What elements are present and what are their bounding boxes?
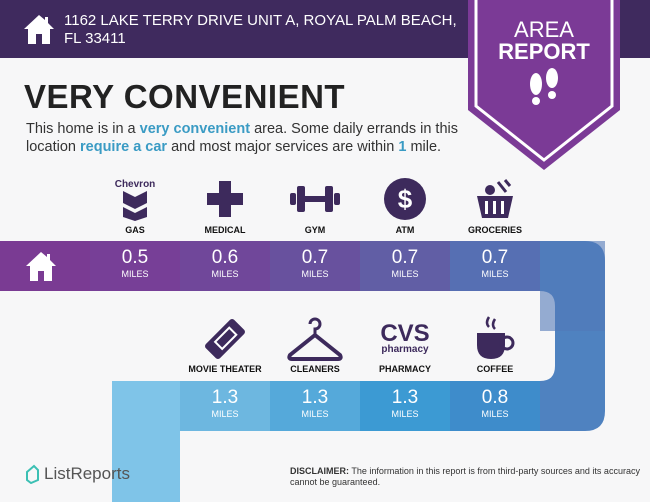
- label-cleaners: CLEANERS: [290, 364, 340, 374]
- label-atm: ATM: [395, 225, 415, 235]
- label-coffee: COFFEE: [476, 364, 514, 374]
- grocery-basket-icon: [450, 175, 540, 223]
- distance-gym: 0.7 MILES: [270, 241, 360, 291]
- distance-groceries: 0.7 MILES: [450, 241, 540, 291]
- badge-line2: REPORT: [498, 39, 590, 64]
- listreports-logo-icon: [26, 464, 39, 484]
- badge-line1: AREA: [514, 17, 574, 42]
- dollar-icon: $: [360, 175, 450, 223]
- label-gas: GAS: [125, 225, 145, 235]
- ticket-icon: [180, 315, 270, 363]
- svg-text:pharmacy: pharmacy: [381, 344, 429, 355]
- label-gym: GYM: [304, 225, 326, 235]
- area-report-badge: AREA REPORT: [468, 0, 620, 172]
- disclaimer: DISCLAIMER: The information in this repo…: [290, 466, 640, 487]
- distance-medical: 0.6 MILES: [180, 241, 270, 291]
- coffee-cup-icon: [450, 315, 540, 363]
- dumbbell-icon: [270, 175, 360, 223]
- chevron-logo-icon: Chevron: [90, 175, 180, 223]
- distance-pharmacy: 1.3 MILES: [360, 381, 450, 431]
- property-address: 1162 LAKE TERRY DRIVE UNIT A, ROYAL PALM…: [64, 12, 457, 47]
- svg-text:Chevron: Chevron: [115, 179, 155, 190]
- distance-gas: 0.5 MILES: [90, 241, 180, 291]
- home-icon: [24, 15, 54, 44]
- medical-cross-icon: [180, 175, 270, 223]
- cvs-logo-icon: CVS pharmacy: [360, 315, 450, 363]
- hanger-icon: [270, 315, 360, 363]
- footprints-icon: [530, 68, 558, 105]
- listreports-logo: ListReports: [24, 464, 130, 484]
- home-icon: [26, 252, 56, 281]
- distance-movie-theater: 1.3 MILES: [180, 381, 270, 431]
- summary-text: This home is in a very convenient area. …: [26, 121, 458, 155]
- svg-text:CVS: CVS: [380, 320, 429, 347]
- distance-coffee: 0.8 MILES: [450, 381, 540, 431]
- label-pharmacy: PHARMACY: [378, 364, 431, 374]
- distance-atm: 0.7 MILES: [360, 241, 450, 291]
- page-title: VERY CONVENIENT: [24, 78, 346, 115]
- label-movie-theater: MOVIE THEATER: [188, 364, 262, 374]
- label-groceries: GROCERIES: [467, 225, 522, 235]
- distance-cleaners: 1.3 MILES: [270, 381, 360, 431]
- label-medical: MEDICAL: [204, 225, 246, 235]
- svg-text:$: $: [398, 184, 413, 214]
